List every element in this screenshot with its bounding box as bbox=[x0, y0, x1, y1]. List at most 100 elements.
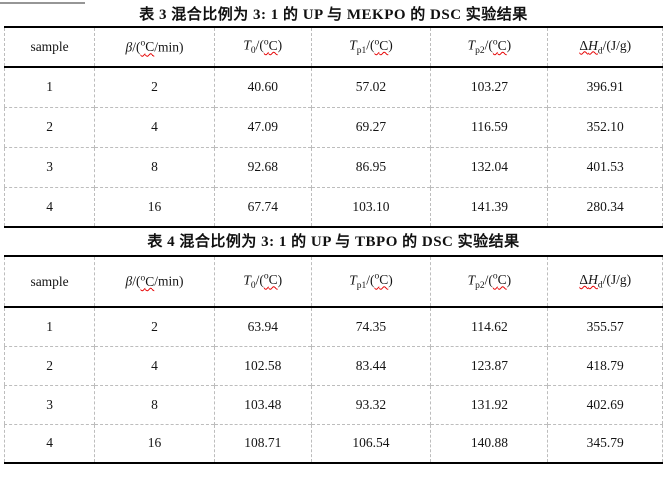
table3-header-row: sample β/(oC/min) T0/(oC) Tp1/(oC) Tp2/(oC) Δ… bbox=[4, 27, 663, 68]
column-header: Tp1/(oC) bbox=[310, 256, 431, 308]
table-cell: 4 bbox=[4, 423, 95, 463]
table-cell: 69.27 bbox=[310, 106, 431, 147]
table-cell: 3 bbox=[4, 146, 95, 187]
table-row: 1 2 63.94 74.35 114.62 355.57 bbox=[5, 307, 663, 346]
header-segment: o bbox=[492, 37, 498, 48]
header-segment-group: ΔHd bbox=[579, 272, 602, 291]
table-cell: 86.95 bbox=[310, 146, 431, 187]
header-segment: T bbox=[467, 272, 476, 288]
table-cell: 8 bbox=[94, 146, 215, 187]
header-segment: β bbox=[125, 273, 133, 289]
header-segment: C bbox=[497, 272, 507, 288]
header-segment: 0 bbox=[250, 46, 256, 57]
column-header: β/(oC/min) bbox=[94, 27, 215, 68]
table-cell: 345.79 bbox=[547, 423, 663, 463]
table-cell: 4 bbox=[94, 106, 215, 147]
table-row: 1 2 40.60 57.02 103.27 396.91 bbox=[5, 67, 663, 107]
table-cell: 93.32 bbox=[310, 384, 431, 424]
table-cell: 8 bbox=[94, 384, 215, 424]
table-cell: 16 bbox=[94, 186, 215, 227]
header-segment: ) bbox=[277, 37, 283, 53]
table-cell: 114.62 bbox=[430, 307, 548, 346]
table-cell: 57.02 bbox=[310, 67, 431, 107]
table-row: 3 8 103.48 93.32 131.92 402.69 bbox=[4, 384, 663, 424]
header-segment-group: oC bbox=[141, 39, 155, 55]
header-segment: /min) bbox=[154, 273, 184, 289]
column-header: Tp2/(oC) bbox=[430, 256, 548, 308]
header-segment: o bbox=[374, 37, 380, 48]
header-segment: p2 bbox=[475, 46, 485, 57]
table-cell: 3 bbox=[4, 384, 95, 424]
table-cell: 280.34 bbox=[547, 186, 663, 227]
table4-caption: 表 4 混合比例为 3: 1 的 UP 与 TBPO 的 DSC 实验结果 bbox=[147, 234, 520, 250]
header-segment-group: oC bbox=[492, 37, 507, 53]
table-cell: 1 bbox=[46, 79, 53, 95]
header-segment: d bbox=[597, 280, 603, 291]
header-segment: C bbox=[268, 272, 278, 288]
table-row: 3 8 92.68 86.95 132.04 401.53 bbox=[4, 146, 663, 187]
header-segment: H bbox=[588, 37, 598, 53]
table-cell: 4 bbox=[94, 345, 215, 385]
column-header: T0/(oC) bbox=[213, 27, 312, 68]
header-segment: ) bbox=[388, 272, 393, 288]
table3-body: 1 2 40.60 57.02 103.27 396.91 2 4 47.09 69.27 116.… bbox=[4, 67, 663, 227]
table-cell: 355.57 bbox=[547, 307, 663, 346]
header-segment: T bbox=[349, 272, 357, 288]
header-segment: /( bbox=[366, 37, 375, 53]
header-segment-group: oC bbox=[263, 37, 278, 53]
header-segment: T bbox=[467, 37, 476, 53]
table-cell: 92.68 bbox=[213, 146, 312, 187]
table-cell: 102.58 bbox=[213, 345, 312, 385]
table-cell: 74.35 bbox=[310, 307, 431, 346]
column-header: β/(oC/min) bbox=[94, 256, 215, 308]
header-segment: T bbox=[243, 272, 251, 288]
header-segment: ) bbox=[388, 37, 393, 53]
header-segment: C bbox=[379, 37, 389, 53]
table-cell: 1 bbox=[46, 318, 53, 334]
header-segment: d bbox=[597, 46, 603, 57]
column-header: Tp1/(oC) bbox=[310, 27, 431, 68]
header-segment: ) bbox=[506, 37, 512, 53]
table-row: 4 16 108.71 106.54 140.88 345.79 bbox=[4, 423, 663, 463]
header-segment: o bbox=[374, 271, 380, 282]
table-cell: 67.74 bbox=[213, 186, 312, 227]
column-header: sample bbox=[4, 27, 95, 68]
table-cell: 4 bbox=[4, 186, 95, 227]
table4-dsc-results-tbpo: sample β/(oC/min) T0/(oC) Tp1/(oC) Tp2/(oC) Δ… bbox=[4, 255, 663, 464]
header-segment: o bbox=[263, 37, 269, 48]
header-segment: o bbox=[492, 271, 498, 282]
header-segment: T bbox=[349, 37, 357, 53]
header-segment: /( bbox=[366, 272, 375, 288]
table-cell: 131.92 bbox=[430, 384, 548, 424]
table-cell: 141.39 bbox=[430, 186, 548, 227]
table-cell: 83.44 bbox=[310, 345, 431, 385]
column-header: Tp2/(oC) bbox=[430, 27, 548, 68]
table-cell: 123.87 bbox=[430, 345, 548, 385]
header-segment: /(J/g) bbox=[602, 272, 632, 288]
header-segment: T bbox=[243, 37, 251, 53]
table4-header: sample β/(oC/min) T0/(oC) Tp1/(oC) Tp2/(oC) Δ… bbox=[4, 256, 663, 308]
table-cell: 402.69 bbox=[547, 384, 663, 424]
table-cell: 47.09 bbox=[213, 106, 312, 147]
table-cell: 108.71 bbox=[213, 423, 312, 463]
table-cell: 103.10 bbox=[310, 186, 431, 227]
header-segment: C bbox=[145, 273, 155, 289]
table4-header-row: sample β/(oC/min) T0/(oC) Tp1/(oC) Tp2/(oC) Δ… bbox=[4, 256, 663, 308]
partial-rule-line bbox=[0, 2, 85, 4]
header-segment: o bbox=[140, 273, 146, 284]
header-segment: /( bbox=[132, 273, 141, 289]
table-cell: 106.54 bbox=[310, 423, 431, 463]
header-segment-group: oC bbox=[264, 272, 278, 288]
column-header: T0/(oC) bbox=[213, 256, 312, 308]
header-segment: /( bbox=[132, 39, 141, 55]
table-cell: 352.10 bbox=[547, 106, 663, 147]
header-segment: sample bbox=[30, 273, 69, 289]
header-segment: /(J/g) bbox=[602, 37, 632, 53]
table-cell: 2 bbox=[4, 106, 95, 147]
header-segment: 0 bbox=[250, 281, 256, 292]
table-cell: 40.60 bbox=[213, 67, 312, 107]
table-cell: 103.27 bbox=[430, 67, 548, 107]
table-cell: 140.88 bbox=[430, 423, 548, 463]
header-segment: /( bbox=[484, 272, 493, 288]
